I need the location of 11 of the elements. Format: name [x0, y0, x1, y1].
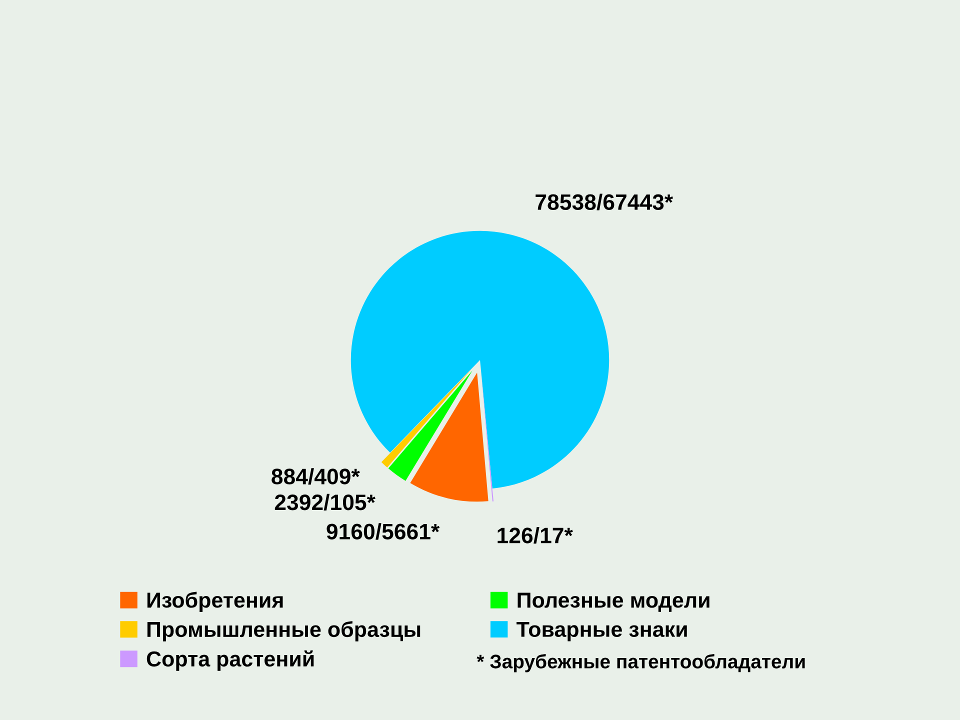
legend-label: Сорта растений [146, 650, 314, 671]
data-label: 884/409* [272, 468, 360, 485]
legend-label: Полезные модели [518, 592, 710, 612]
data-label: 2392/105* [274, 494, 376, 510]
legend-label: Промышленные образцы [147, 621, 420, 642]
data-label: 78538/67443* [536, 194, 674, 210]
data-label: 126/17* [498, 527, 573, 544]
text: * Зарубежные патентообладатели [476, 654, 805, 672]
legend-label: Изобретения [147, 592, 283, 612]
data-label: 9160/5661* [326, 523, 440, 540]
legend-label: Товарные знаки [516, 622, 687, 642]
